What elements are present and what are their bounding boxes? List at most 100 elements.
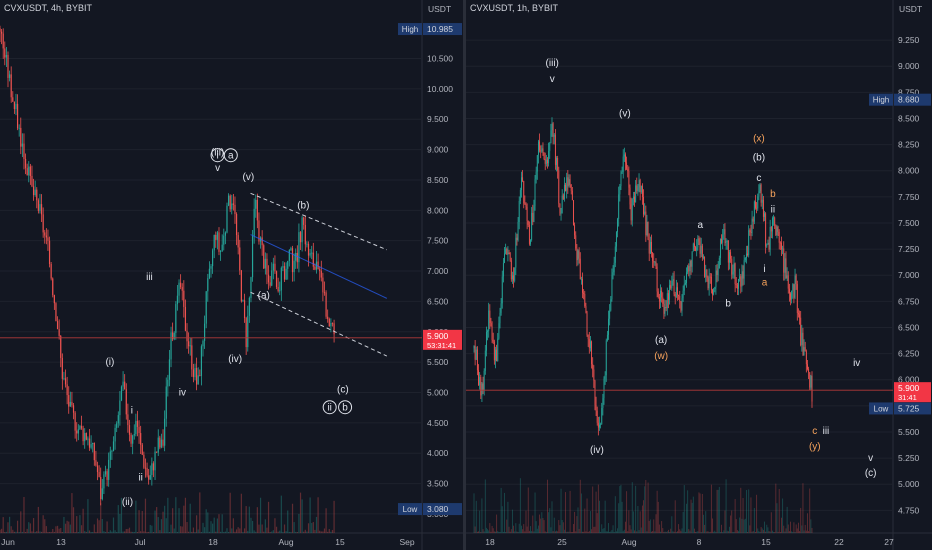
volume-bar [651,531,652,533]
chart-pane-1h[interactable]: CVXUSDT, 1h, BYBIT 9.250 9.000 8.750 8.500 8… [466,0,932,550]
volume-bar [770,512,772,533]
volume-bar [53,531,55,533]
volume-bar [71,493,73,533]
candle-body [767,242,769,245]
pane-divider[interactable] [463,0,466,550]
candle-body [559,203,561,214]
candle-body [108,459,110,480]
candle-body [610,299,612,311]
volume-bar [778,488,780,533]
candle-body [707,278,709,289]
high-value-box [423,23,462,36]
volume-bar [613,531,615,533]
volume-bar [218,514,220,533]
volume-bar [210,521,212,533]
candle-body [527,220,529,225]
y-tick-label: 6.500 [898,322,920,332]
candle-body [274,263,276,272]
high-tag [869,93,893,106]
candle-body [774,217,776,226]
volume-bar [299,492,302,533]
volume-bar [48,531,51,533]
volume-bar [661,521,663,533]
volume-bar [724,510,726,533]
volume-bar [544,531,546,533]
volume-bar [709,531,711,533]
chart-1h-canvas[interactable]: 9.250 9.000 8.750 8.500 8.250 8.000 7.750 7.500… [466,0,932,550]
volume-bar [634,530,635,533]
candle-body [645,211,647,236]
volume-bar [535,521,537,533]
candle-body [330,323,332,327]
last-price-value: 5.900 [427,331,449,341]
volume-bar [560,488,562,533]
candle-body [674,294,676,297]
candle-body [502,262,504,277]
volume-bar [148,531,150,533]
candle-body [591,341,593,365]
volume-bar [537,525,539,533]
volume-bar [80,525,83,533]
volume-bar [674,500,676,533]
y-axis-unit: USDT [899,4,922,14]
candle-body [742,271,744,279]
volume-bar [120,497,123,533]
candle-body [327,316,329,319]
candle-body [291,248,294,273]
candle-body [264,258,266,269]
candle-body [706,269,708,279]
candle-body [536,155,538,172]
wave-label: (w) [654,351,668,362]
volume-bar [672,531,674,533]
candle-body [138,426,140,434]
candle-body [331,323,334,324]
candle-body [656,266,658,292]
volume-bar [42,515,44,533]
candle-body [157,437,159,453]
y-tick-label: 8.750 [898,87,920,97]
volume-bar [771,530,773,533]
candle-body [127,414,129,426]
candle-body [757,196,759,209]
volume-bar [586,498,588,533]
candle-body [567,177,569,186]
candle-body [141,444,143,455]
candle-body [226,205,228,233]
volume-bar [652,530,654,533]
volume-bar [681,528,683,533]
candle-body [508,252,510,254]
volume-bar [648,520,650,533]
chart-title: CVXUSDT, 4h, BYBIT [4,3,93,13]
candle-body [664,306,666,314]
y-tick-label: 7.250 [898,244,920,254]
volume-bar [498,531,500,533]
volume-bar [567,531,569,533]
chart-pane-4h[interactable]: CVXUSDT, 4h, BYBIT 10.500 10.000 9.500 9.00… [0,0,463,550]
volume-bar [700,531,702,533]
candle-body [585,306,587,313]
candle-body [721,238,723,243]
volume-bar [620,484,622,533]
volume-bar [311,523,313,533]
volume-bar [18,531,20,533]
candle-body [80,425,83,429]
volume-bar [128,527,131,533]
candle-body [801,332,803,346]
volume-bar [108,531,110,533]
volume-bar [765,531,767,533]
candle-body [708,276,710,289]
volume-bar [647,482,649,533]
candle-body [749,230,751,233]
candle-body [618,194,620,219]
candle-body [786,275,788,279]
candle-body [2,33,4,49]
chart-4h-canvas[interactable]: 10.500 10.000 9.500 9.000 8.500 8.000 7.500 7.0… [0,0,463,550]
volume-bar [561,519,563,533]
volume-bar [267,501,270,533]
y-tick-label: 4.000 [427,448,449,458]
volume-bar [540,518,542,533]
volume-bar [224,531,226,533]
volume-bar [211,523,214,533]
candle-body [723,229,725,235]
y-tick-label: 6.750 [898,296,920,306]
